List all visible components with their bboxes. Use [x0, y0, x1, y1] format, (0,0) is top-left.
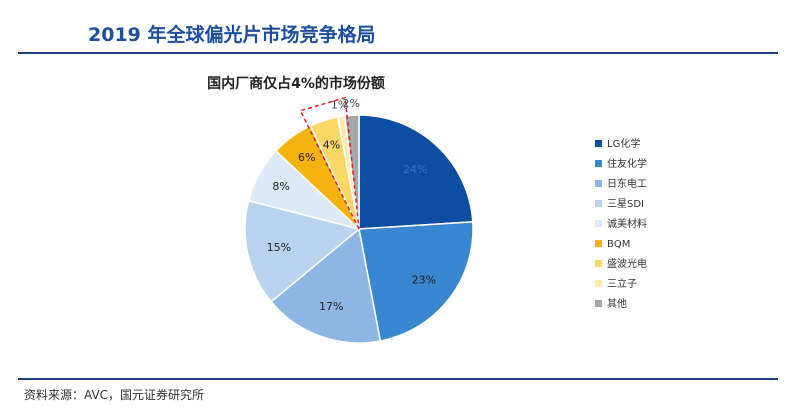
legend-swatch-4: [595, 200, 602, 207]
legend-label-1: LG化学: [607, 137, 640, 150]
slice-label-9: 2%: [342, 97, 359, 110]
page-title: 2019 年全球偏光片市场竞争格局: [88, 24, 376, 46]
pie-slices: [244, 114, 474, 344]
legend-label-2: 住友化学: [607, 157, 647, 170]
title-divider: [18, 52, 778, 54]
slice-label-5: 8%: [272, 180, 289, 193]
footer-divider: [18, 378, 778, 380]
legend-label-4: 三星SDI: [607, 198, 644, 210]
legend-swatch-6: [595, 240, 602, 247]
source-note: 资料来源：AVC，国元证券研究所: [24, 388, 205, 402]
slice-label-3: 17%: [319, 300, 343, 313]
legend-label-3: 日东电工: [607, 177, 647, 190]
legend-label-9: 其他: [607, 297, 627, 310]
legend-swatch-3: [595, 180, 602, 187]
slice-label-8: 1%: [331, 99, 348, 112]
slice-label-6: 6%: [298, 151, 315, 164]
slice-label-4: 15%: [267, 241, 291, 254]
legend-swatch-7: [595, 260, 602, 267]
chart-title: 国内厂商仅占4%的市场份额: [207, 75, 385, 92]
legend-label-8: 三立子: [607, 277, 637, 290]
pie-slice-3: [270, 227, 382, 344]
legend-swatch-5: [595, 220, 602, 227]
legend-swatch-8: [595, 280, 602, 287]
slice-label-7: 4%: [323, 138, 340, 151]
pie-slice-2: [358, 221, 474, 342]
pie-slice-1: [358, 114, 474, 230]
slice-labels: 24% 23% 17% 15% 8% 6% 4% 1%2%: [267, 97, 436, 313]
legend-label-7: 盛波光电: [607, 257, 647, 270]
slice-label-2: 23%: [412, 273, 436, 286]
legend-swatch-1: [595, 140, 602, 147]
domestic-highlight-box: [299, 96, 360, 230]
legend-swatch-2: [595, 160, 602, 167]
slice-label-1: 24%: [403, 163, 427, 176]
pie-slice-4: [244, 199, 361, 303]
legend-swatch-9: [595, 300, 602, 307]
legend-label-6: BQM: [607, 239, 630, 250]
legend-label-5: 诚美材料: [607, 217, 647, 230]
